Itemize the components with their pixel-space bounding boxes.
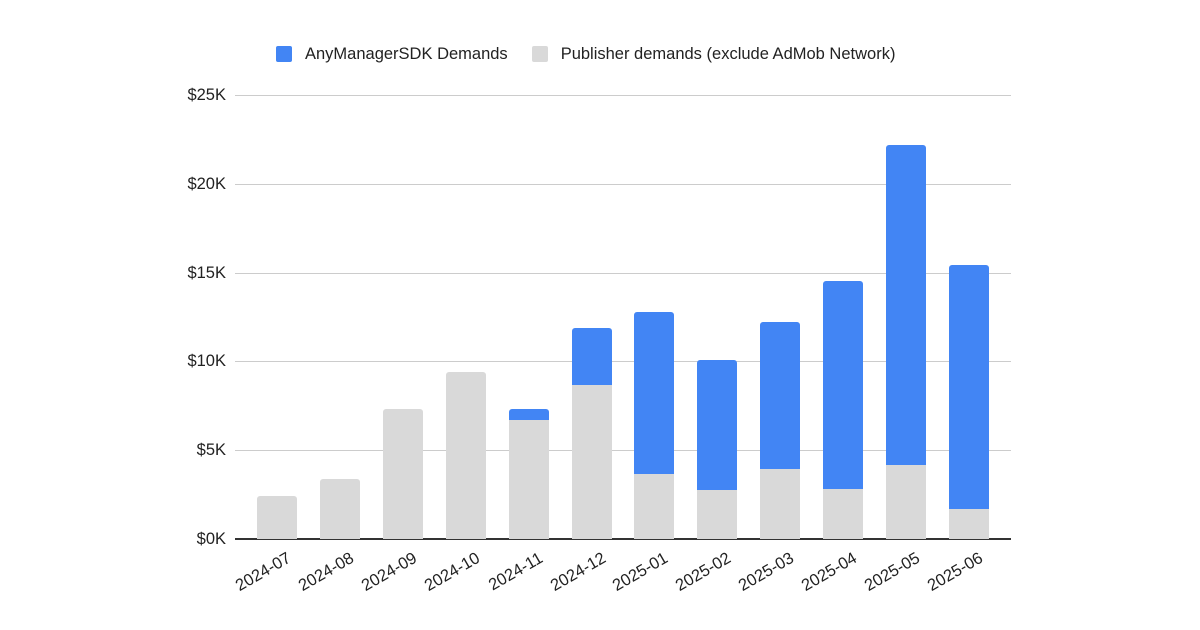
gridline: [235, 450, 1011, 451]
bar-2024-07[interactable]: [257, 496, 297, 539]
bar-segment-publisher[interactable]: [823, 489, 863, 539]
x-axis-tick-label: 2024-09: [358, 549, 420, 595]
bar-2024-08[interactable]: [320, 479, 360, 539]
bar-segment-anymanager[interactable]: [886, 145, 926, 465]
legend-item-anymanager[interactable]: AnyManagerSDK Demands: [276, 45, 508, 64]
gridline: [235, 184, 1011, 185]
x-axis-tick-label: 2025-05: [861, 549, 923, 595]
bar-segment-publisher[interactable]: [760, 469, 800, 539]
y-axis-tick-label: $5K: [196, 441, 226, 459]
x-axis-tick-label: 2025-06: [924, 549, 986, 595]
bar-segment-anymanager[interactable]: [634, 312, 674, 474]
legend-swatch-anymanager: [276, 46, 292, 62]
y-axis-tick-label: $15K: [187, 264, 226, 282]
legend-item-publisher[interactable]: Publisher demands (exclude AdMob Network…: [531, 44, 896, 64]
bar-segment-publisher[interactable]: [257, 496, 297, 539]
bar-segment-publisher[interactable]: [697, 490, 737, 539]
bar-segment-publisher[interactable]: [572, 385, 612, 539]
bar-2025-04[interactable]: [823, 281, 863, 539]
bar-segment-anymanager[interactable]: [572, 328, 612, 385]
x-axis-tick-label: 2025-04: [798, 549, 860, 595]
bar-2025-02[interactable]: [697, 360, 737, 539]
y-axis-tick-label: $10K: [187, 352, 226, 370]
legend-label-anymanager: AnyManagerSDK Demands: [305, 44, 508, 63]
y-axis-tick-label: $20K: [187, 175, 226, 193]
gridline: [235, 273, 1011, 274]
x-axis-tick-label: 2024-12: [547, 549, 609, 595]
y-axis-tick-label: $0K: [196, 530, 226, 548]
bar-2025-03[interactable]: [760, 322, 800, 539]
x-axis-line: [235, 538, 1011, 540]
bar-segment-anymanager[interactable]: [697, 360, 737, 490]
bar-segment-anymanager[interactable]: [760, 322, 800, 469]
bar-segment-publisher[interactable]: [886, 465, 926, 539]
bar-segment-publisher[interactable]: [949, 509, 989, 539]
bar-2024-09[interactable]: [383, 409, 423, 539]
x-axis-tick-label: 2024-11: [485, 549, 546, 595]
chart-legend: AnyManagerSDK Demands Publisher demands …: [276, 44, 919, 64]
bar-segment-anymanager[interactable]: [509, 409, 549, 420]
x-axis-tick-label: 2025-03: [735, 549, 797, 595]
bar-2024-10[interactable]: [446, 372, 486, 539]
bar-segment-publisher[interactable]: [446, 372, 486, 539]
bar-2025-01[interactable]: [634, 312, 674, 539]
legend-swatch-publisher: [531, 46, 548, 62]
x-axis-tick-label: 2025-01: [609, 549, 671, 595]
gridline: [235, 95, 1011, 96]
x-axis-tick-label: 2024-08: [295, 549, 357, 595]
legend-label-publisher: Publisher demands (exclude AdMob Network…: [560, 44, 896, 63]
y-axis-tick-label: $25K: [187, 86, 226, 104]
bar-segment-publisher[interactable]: [320, 479, 360, 539]
bar-segment-publisher[interactable]: [634, 474, 674, 539]
bar-segment-anymanager[interactable]: [949, 265, 989, 509]
gridline: [235, 361, 1011, 362]
x-axis-tick-label: 2024-10: [421, 549, 483, 595]
bar-segment-anymanager[interactable]: [823, 281, 863, 489]
bar-2024-12[interactable]: [572, 328, 612, 539]
x-axis-tick-label: 2024-07: [232, 549, 294, 595]
bar-segment-publisher[interactable]: [383, 409, 423, 539]
bar-segment-publisher[interactable]: [509, 420, 549, 539]
bar-2025-05[interactable]: [886, 145, 926, 539]
x-axis-tick-label: 2025-02: [672, 549, 734, 595]
bar-2025-06[interactable]: [949, 265, 989, 539]
bar-2024-11[interactable]: [509, 409, 549, 539]
